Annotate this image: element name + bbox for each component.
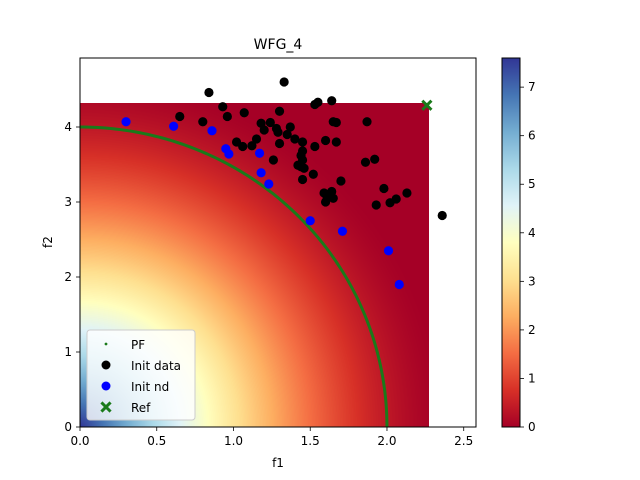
init-data-point bbox=[259, 125, 269, 135]
init-data-point bbox=[402, 188, 412, 198]
init-nd-point bbox=[254, 148, 265, 158]
chart-title: WFG_4 bbox=[254, 37, 303, 53]
init-data-point bbox=[293, 160, 303, 170]
init-data-point bbox=[308, 169, 318, 179]
colorbar: 0 1 2 3 4 5 6 7 bbox=[501, 57, 536, 434]
init-data-point bbox=[327, 96, 337, 106]
init-data-point bbox=[360, 157, 371, 167]
init-data-point bbox=[222, 111, 232, 122]
init-data-point bbox=[328, 193, 338, 203]
x-axis: 0.0 0.5 1.0 1.5 2.0 2.5 bbox=[70, 427, 473, 448]
y-tick-label: 1 bbox=[64, 345, 72, 359]
init-data-point bbox=[273, 127, 283, 137]
init-data-point bbox=[282, 129, 292, 140]
y-axis: 0 1 2 3 4 bbox=[64, 120, 80, 434]
legend-ref-label: Ref bbox=[131, 401, 151, 415]
y-tick-label: 4 bbox=[64, 120, 72, 134]
ref-marker bbox=[421, 99, 433, 111]
colorbar-tick-label: 6 bbox=[528, 129, 536, 143]
init-data-point bbox=[370, 154, 380, 164]
init-nd-point bbox=[169, 121, 179, 131]
init-nd-point bbox=[305, 216, 315, 226]
init-data-point bbox=[371, 200, 381, 210]
colorbar-gradient bbox=[501, 57, 521, 428]
init-data-point bbox=[204, 87, 214, 98]
legend-init-data-marker bbox=[101, 360, 111, 370]
init-data-point bbox=[218, 102, 228, 112]
init-data-point bbox=[336, 176, 346, 186]
colorbar-tick-label: 4 bbox=[528, 226, 536, 240]
y-tick-label: 2 bbox=[64, 270, 72, 284]
pareto-front-curve bbox=[80, 125, 389, 427]
init-nd-point bbox=[224, 149, 234, 159]
init-nd-point bbox=[264, 179, 274, 189]
legend-init-nd-label: Init nd bbox=[131, 380, 169, 394]
init-data-point bbox=[310, 141, 320, 152]
init-nd-point bbox=[337, 226, 348, 236]
legend-init-data-label: Init data bbox=[131, 359, 181, 373]
legend-pf-marker bbox=[104, 342, 108, 346]
axes-frame bbox=[79, 57, 477, 428]
scatter-points bbox=[121, 77, 447, 290]
legend-pf-label: PF bbox=[131, 338, 145, 352]
x-tick-label: 2.5 bbox=[454, 434, 473, 448]
colorbar-tick-label: 5 bbox=[528, 177, 536, 191]
init-data-point bbox=[274, 106, 285, 116]
init-data-point bbox=[320, 135, 331, 146]
init-data-point bbox=[247, 141, 257, 151]
init-nd-point bbox=[394, 279, 404, 290]
x-tick-label: 1.0 bbox=[224, 434, 243, 448]
init-data-point bbox=[297, 174, 308, 185]
init-data-point bbox=[265, 117, 275, 128]
init-data-point bbox=[331, 117, 341, 128]
legend: PF Init data Init nd Ref bbox=[86, 329, 196, 421]
init-data-point bbox=[297, 137, 308, 147]
legend-box bbox=[86, 329, 196, 421]
colorbar-tick-label: 1 bbox=[528, 371, 536, 385]
colorbar-tick-label: 3 bbox=[528, 274, 536, 288]
colorbar-ticks: 0 1 2 3 4 5 6 7 bbox=[520, 80, 536, 434]
init-data-point bbox=[251, 134, 262, 144]
legend-ref-marker bbox=[100, 401, 112, 413]
colorbar-tick-label: 0 bbox=[528, 420, 536, 434]
init-nd-point bbox=[121, 117, 131, 127]
init-data-point bbox=[279, 77, 289, 87]
init-data-point bbox=[274, 138, 285, 149]
x-tick-label: 2.0 bbox=[377, 434, 396, 448]
init-data-point bbox=[290, 134, 300, 144]
init-data-point bbox=[379, 183, 389, 194]
init-data-point bbox=[238, 141, 248, 152]
x-axis-label: f1 bbox=[272, 456, 284, 470]
init-data-point bbox=[437, 210, 447, 221]
init-data-point bbox=[285, 122, 295, 132]
legend-init-nd-marker bbox=[101, 381, 111, 391]
init-data-point bbox=[313, 97, 323, 107]
y-axis-label: f2 bbox=[41, 236, 55, 248]
init-data-point bbox=[362, 117, 372, 127]
init-data-point bbox=[268, 155, 278, 165]
init-data-point bbox=[320, 197, 331, 207]
init-data-point bbox=[331, 137, 341, 147]
init-nd-point bbox=[207, 126, 217, 136]
pareto-front bbox=[80, 125, 389, 427]
x-tick-label: 0.5 bbox=[147, 434, 166, 448]
init-data-point bbox=[175, 111, 185, 122]
x-tick-label: 1.5 bbox=[301, 434, 320, 448]
y-tick-label: 0 bbox=[64, 420, 72, 434]
init-data-point bbox=[391, 194, 401, 204]
y-tick-label: 3 bbox=[64, 195, 72, 209]
init-data-point bbox=[198, 117, 208, 127]
init-nd-point bbox=[256, 168, 266, 178]
colorbar-tick-label: 7 bbox=[528, 80, 536, 94]
colorbar-tick-label: 2 bbox=[528, 323, 536, 337]
init-nd-point bbox=[383, 246, 394, 256]
init-data-point bbox=[239, 108, 249, 118]
x-tick-label: 0.0 bbox=[70, 434, 89, 448]
